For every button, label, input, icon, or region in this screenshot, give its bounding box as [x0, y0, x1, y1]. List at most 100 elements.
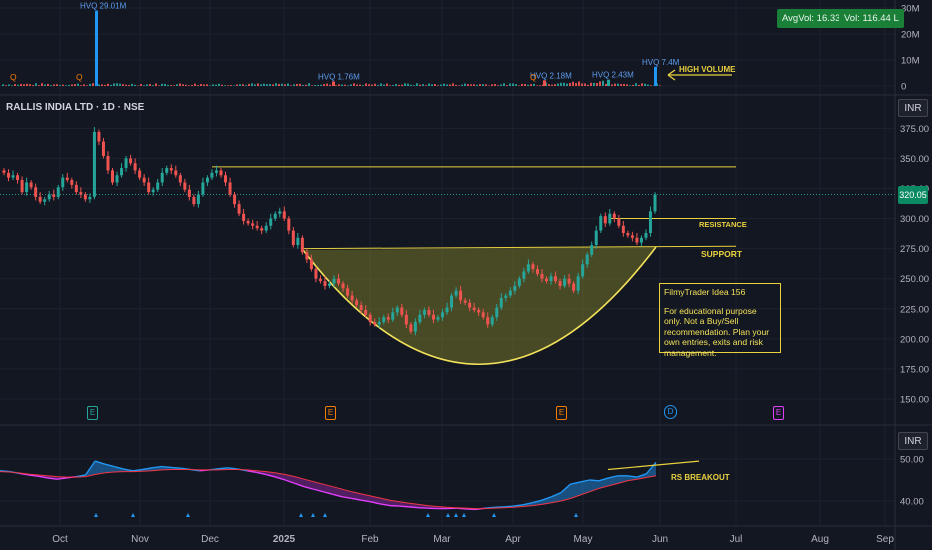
candle-body [653, 194, 657, 212]
volume-bar [50, 85, 52, 86]
symbol-title[interactable]: RALLIS INDIA LTD · 1D · NSE [6, 102, 145, 113]
volume-bar [359, 84, 361, 86]
candle-body [418, 314, 422, 323]
candle-body [436, 317, 440, 320]
dividend-event-icon[interactable]: D [664, 405, 677, 419]
volume-bar-high [543, 80, 546, 86]
candle-body [468, 302, 472, 308]
candle-body [513, 285, 517, 291]
volume-bar [458, 85, 460, 86]
volume-bar [194, 83, 196, 86]
rs-line-segment [304, 486, 314, 490]
candle-body [621, 225, 625, 233]
rs-line-segment [551, 491, 562, 498]
volume-bar [185, 84, 187, 86]
volume-bar [578, 81, 580, 86]
rs-line-segment [142, 467, 153, 471]
volume-bar [509, 83, 511, 86]
rs-line-segment [608, 475, 619, 479]
volume-bar [500, 84, 502, 86]
candle-body [477, 309, 481, 313]
candle-body [124, 158, 128, 169]
volume-bar [638, 84, 640, 86]
high-volume-label: HIGH VOLUME [679, 65, 736, 74]
volume-bar [335, 85, 337, 86]
candle-body [97, 131, 101, 142]
volume-bar [353, 83, 355, 86]
candle-body [549, 276, 553, 282]
volume-bar [170, 85, 172, 86]
volume-bar [464, 83, 466, 86]
candle-body [20, 180, 24, 193]
candle-body [52, 194, 56, 197]
volume-bar [275, 83, 277, 86]
volume-bar [395, 84, 397, 86]
candle-body [617, 218, 621, 226]
volume-bar [590, 82, 592, 86]
volume-bar-high [332, 81, 335, 86]
volume-bar [107, 83, 109, 86]
candle-body [129, 158, 133, 164]
volume-bar [245, 85, 247, 86]
volume-bar [209, 85, 211, 86]
candle-body [43, 199, 47, 202]
signal-marker [574, 513, 578, 517]
earnings-event-icon[interactable]: E [87, 406, 98, 420]
volume-bar [431, 84, 433, 86]
earnings-event-icon[interactable]: E [325, 406, 336, 420]
resistance-label: RESISTANCE [699, 220, 747, 229]
volume-bar [287, 83, 289, 86]
candle-body [328, 283, 331, 286]
volume-bar [596, 82, 598, 86]
volume-pane: HVQ 29.01M HVQ 1.76M HVQ 2.18M HVQ 2.43M HVQ… [0, 2, 895, 87]
volume-bar [272, 84, 274, 86]
rs-line-segment [37, 475, 48, 479]
hvq-label: HVQ 2.18M [530, 71, 572, 80]
volume-bar [341, 84, 343, 86]
volume-bar [470, 84, 472, 86]
volume-bar [254, 84, 256, 86]
x-tick-label: 2025 [273, 534, 296, 545]
candle-body [450, 295, 454, 308]
volume-bar [197, 85, 199, 86]
candle-body [522, 271, 526, 279]
candle-body [463, 300, 467, 303]
candle-body [56, 187, 60, 197]
volume-bar [263, 83, 265, 86]
volume-bar [92, 83, 94, 86]
currency-badge-rs[interactable]: INR [898, 432, 928, 450]
candle-body [300, 237, 304, 253]
candle-body [409, 324, 413, 332]
hvq-label: HVQ 1.76M [318, 72, 360, 81]
candle-body [395, 307, 399, 313]
volume-bar [32, 85, 34, 86]
candle-body [504, 295, 508, 298]
candle-body [29, 182, 33, 188]
currency-badge-price[interactable]: INR [898, 99, 928, 117]
volume-bar [290, 85, 292, 86]
volume-bar [38, 85, 40, 86]
candle-body [364, 309, 368, 315]
price-y-tick: 375.00 [900, 124, 929, 135]
rs-pane: RS BREAKOUT [0, 458, 895, 517]
candle-body [495, 307, 499, 318]
candle-body [237, 204, 241, 214]
candle-body [210, 172, 214, 178]
volume-bar [143, 85, 145, 86]
rs-line-segment [513, 504, 523, 507]
volume-bar [449, 84, 451, 86]
candle-body [341, 283, 345, 289]
cup-fill [303, 247, 656, 365]
volume-bar [35, 83, 37, 86]
volume-bar [47, 83, 49, 86]
earnings-event-icon[interactable]: E [556, 406, 567, 420]
volume-bar [593, 82, 595, 86]
volume-bar [515, 84, 517, 86]
rs-line-segment [484, 506, 495, 509]
candle-body [88, 196, 92, 200]
earnings-event-icon[interactable]: E [773, 406, 784, 420]
candle-body [16, 175, 20, 181]
candle-body [92, 131, 96, 197]
candle-body [337, 278, 341, 284]
